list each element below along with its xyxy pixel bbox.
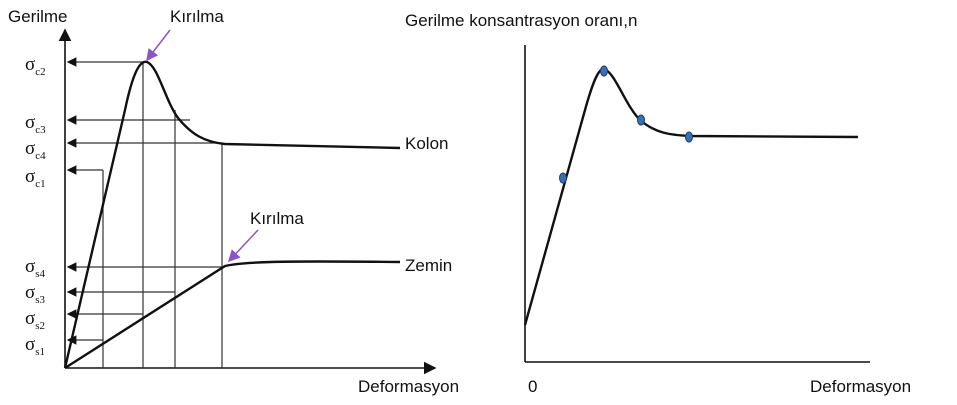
soil-curve — [64, 260, 401, 370]
break-arrow — [146, 29, 171, 62]
y-label: Gerilme konsantrasyon oranı,n — [405, 11, 637, 30]
stress-symbol: σ — [25, 166, 35, 187]
stress-label: σc3 — [25, 112, 46, 136]
stress-symbol: σ — [25, 54, 35, 75]
stress-label: σs3 — [25, 282, 46, 306]
soil-label: Zemin — [405, 256, 452, 275]
break-label: Kırılma — [170, 7, 224, 26]
break-label: Kırılma — [250, 209, 304, 228]
x-label: Deformasyon — [810, 377, 911, 396]
stress-subscript: s4 — [35, 268, 45, 280]
stress-label: σs4 — [25, 256, 46, 280]
origin-label: 0 — [528, 377, 537, 396]
guide-lines — [66, 57, 225, 368]
points — [559, 65, 693, 184]
stress-symbol: σ — [25, 256, 35, 277]
stress-symbol: σ — [25, 334, 35, 355]
x-label: Deformasyon — [358, 377, 459, 396]
stress-label: σs2 — [25, 308, 45, 332]
left-panel: Gerilme Kırılma Kırılma Kolon Zemin Defo… — [8, 7, 459, 396]
stress-subscript: c3 — [35, 124, 46, 136]
stress-label: σc4 — [25, 138, 46, 162]
stress-subscript: c1 — [35, 178, 45, 190]
stress-subscript: s3 — [35, 294, 45, 306]
stress-subscript: c2 — [35, 66, 45, 78]
column-curve — [63, 60, 401, 369]
break-arrow — [227, 229, 259, 263]
stress-subscript: c4 — [35, 150, 46, 162]
column-label: Kolon — [405, 134, 448, 153]
stress-symbol: σ — [25, 308, 35, 329]
ratio-curve — [523, 67, 859, 326]
stress-label: σs1 — [25, 334, 45, 358]
stress-label: σc2 — [25, 54, 46, 78]
stress-subscript: s1 — [35, 346, 45, 358]
stress-symbol: σ — [25, 138, 35, 159]
stress-symbol: σ — [25, 282, 35, 303]
stress-label: σc1 — [25, 166, 46, 190]
right-panel: Gerilme konsantrasyon oranı,n 0 Deformas… — [405, 11, 911, 396]
stress-subscript: s2 — [35, 320, 45, 332]
stress-symbol: σ — [25, 112, 35, 133]
y-label: Gerilme — [8, 7, 68, 26]
